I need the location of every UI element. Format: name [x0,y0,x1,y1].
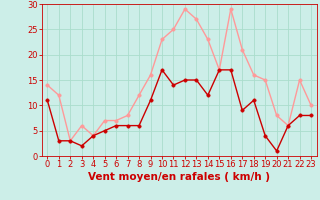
X-axis label: Vent moyen/en rafales ( km/h ): Vent moyen/en rafales ( km/h ) [88,172,270,182]
